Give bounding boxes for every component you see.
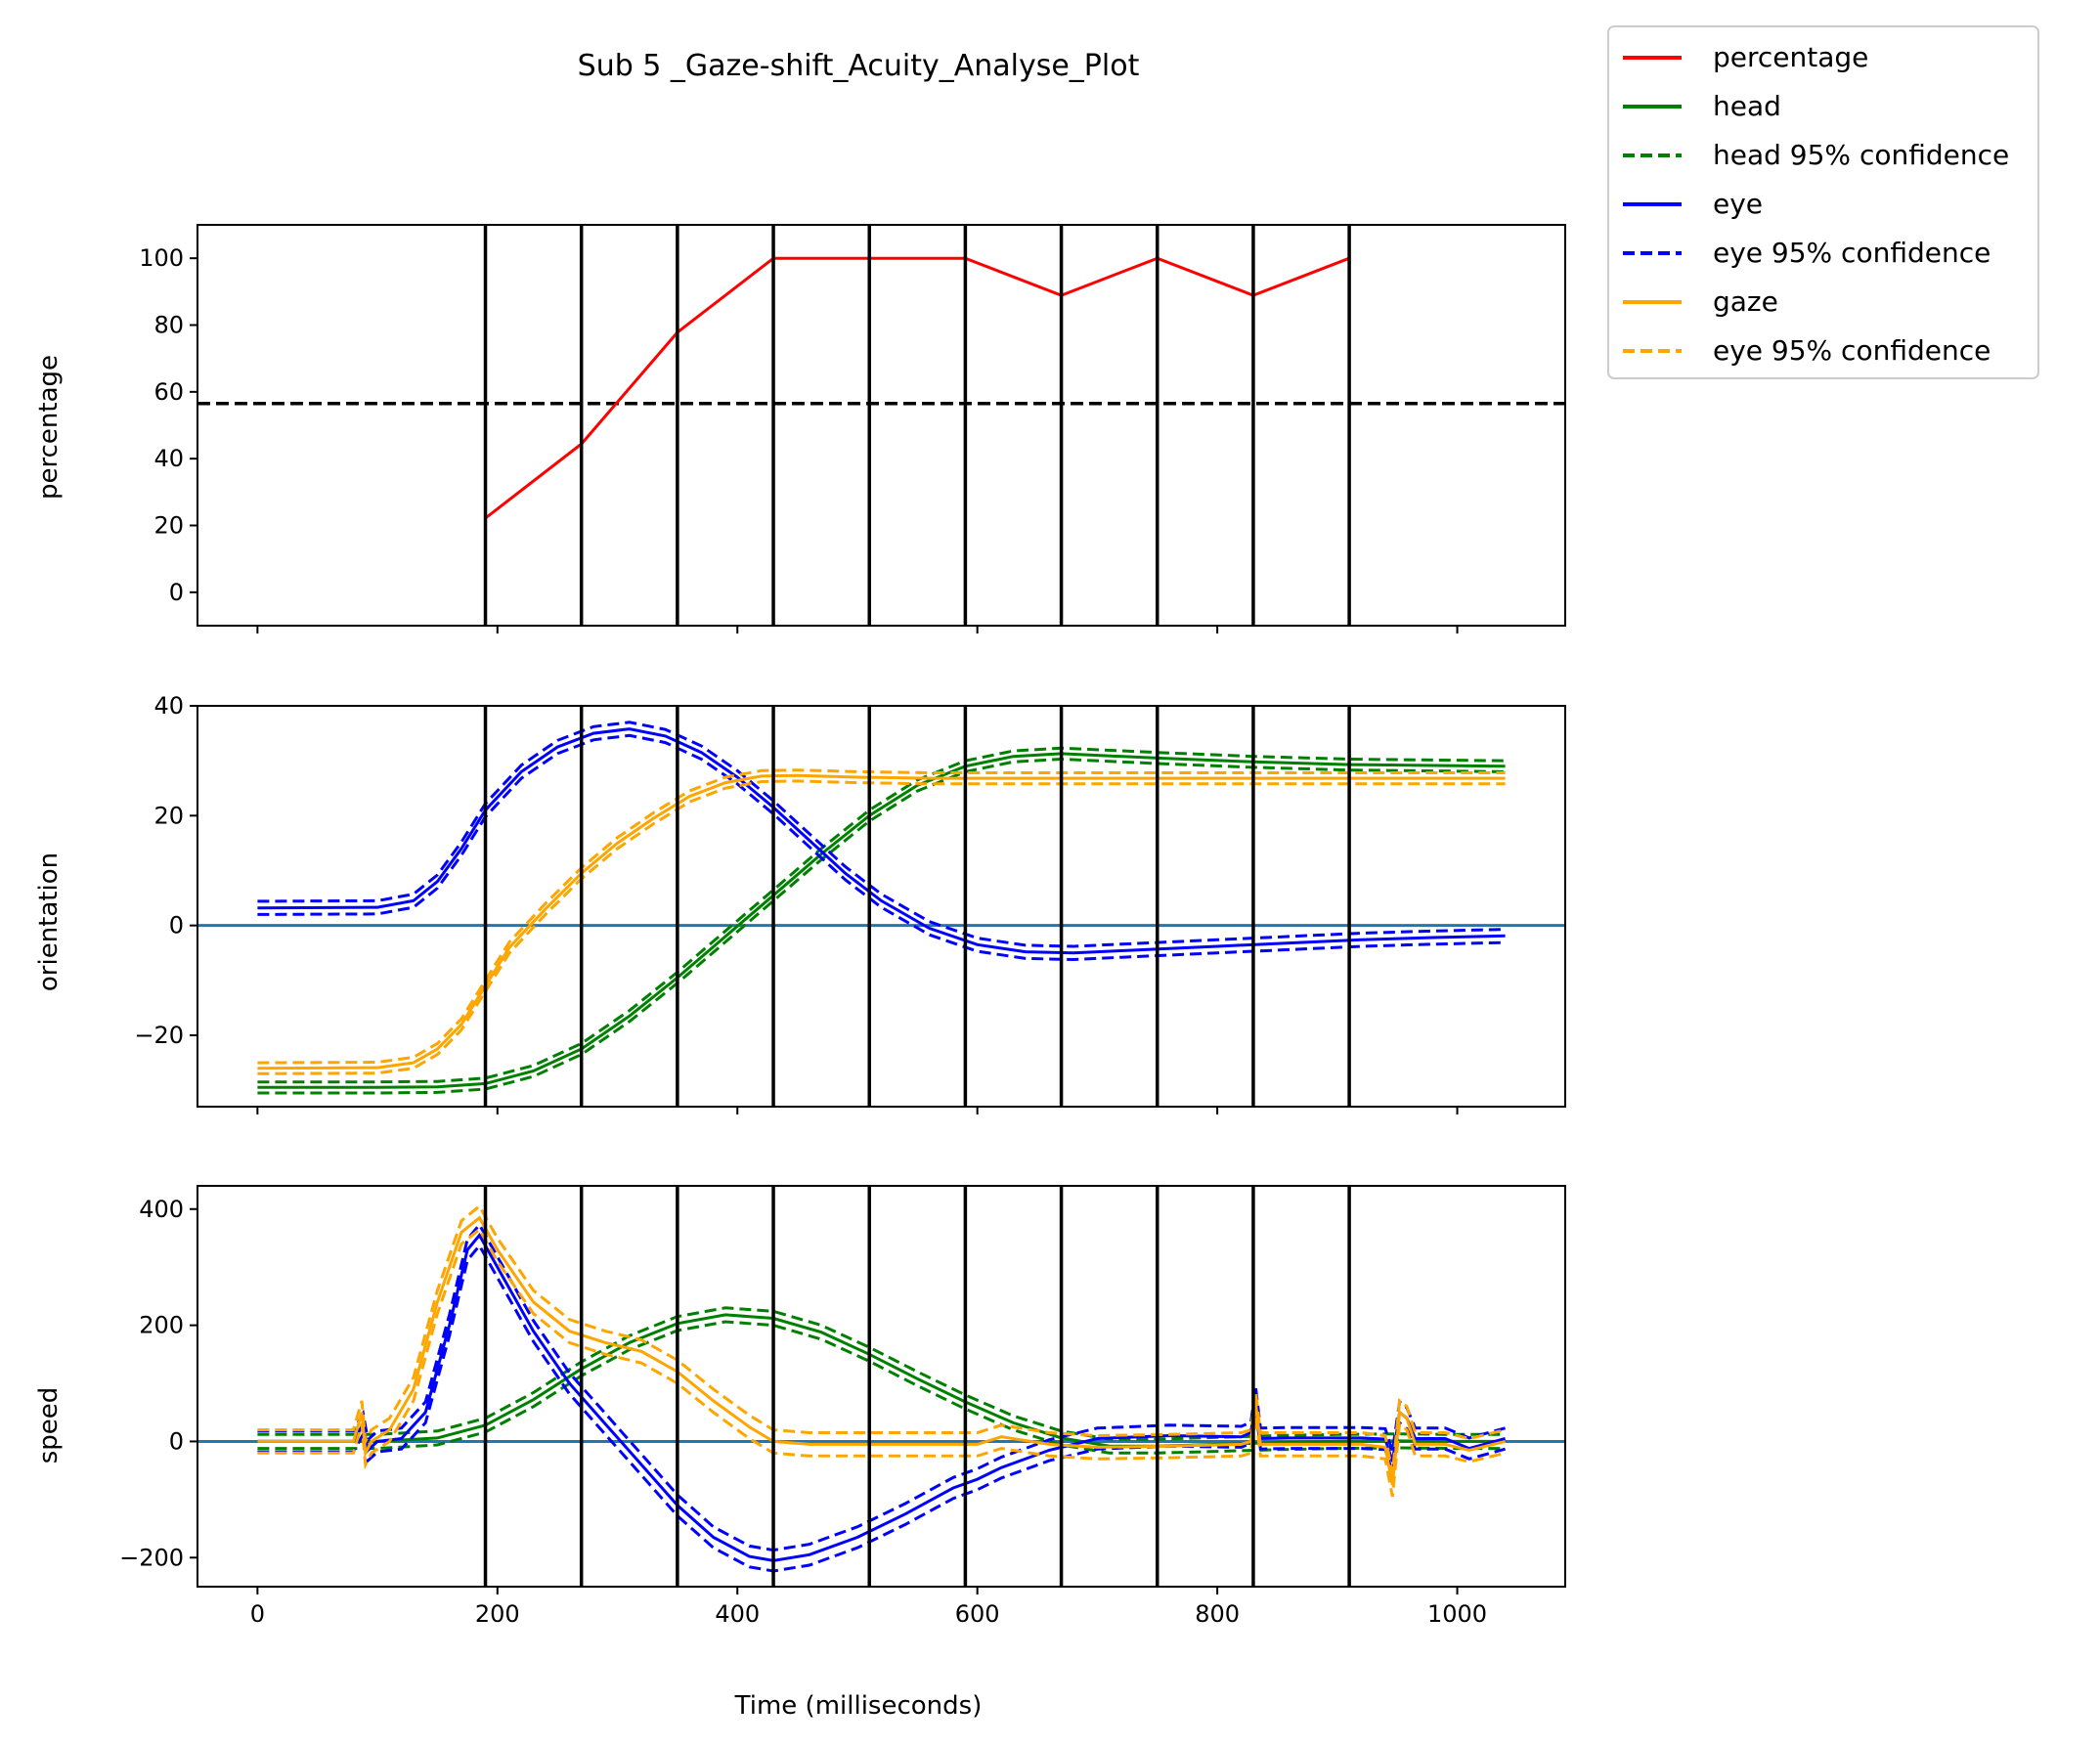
- ylabel-percentage: percentage: [34, 355, 64, 500]
- eye-line: [257, 1232, 1506, 1562]
- panel-percentage: percentage 0 20 40 60 80 100: [34, 224, 1566, 633]
- gaze-ci-lower: [257, 1227, 1506, 1498]
- legend-label: eye 95% confidence: [1713, 237, 1991, 269]
- y-tick-label: 100: [139, 244, 184, 272]
- legend: percentage head head 95% confidence eye eye …: [1607, 25, 2039, 379]
- plot-area: [197, 225, 1565, 626]
- gaze-line: [257, 1215, 1506, 1486]
- x-tick-label: 400: [715, 1600, 760, 1628]
- panel-speed: speed 0 200 400 600 800 1000 −200 0 200 400: [34, 1185, 1566, 1628]
- y-tick-label: 0: [169, 1427, 184, 1455]
- y-tick-label: 0: [169, 579, 184, 606]
- gaze-ci-upper: [257, 768, 1506, 1065]
- y-tick-label: 20: [153, 512, 184, 540]
- legend-label: gaze: [1713, 285, 1778, 318]
- y-tick-label: 0: [169, 912, 184, 939]
- x-tick-label: 600: [955, 1600, 1000, 1628]
- plot-area: [197, 706, 1565, 1107]
- axes-frame: [197, 224, 1566, 627]
- legend-label: eye 95% confidence: [1713, 334, 1991, 367]
- eye-ci-lower: [257, 733, 1506, 962]
- head-ci-upper: [257, 746, 1506, 1084]
- y-tick-label: 60: [153, 378, 184, 406]
- gaze-line: [257, 773, 1506, 1070]
- head-ci-upper: [257, 1306, 1506, 1441]
- x-tick-label: 800: [1195, 1600, 1240, 1628]
- plot-area: [197, 1186, 1565, 1587]
- axes-frame: [197, 705, 1566, 1108]
- y-tick-label: 40: [153, 445, 184, 472]
- ylabel-speed: speed: [34, 1387, 64, 1464]
- head-line: [257, 752, 1506, 1089]
- legend-label: percentage: [1713, 41, 1868, 73]
- axes-frame: [197, 1185, 1566, 1588]
- y-tick-label: 20: [153, 802, 184, 829]
- eye-ci-upper: [257, 721, 1506, 948]
- x-tick-label: 1000: [1427, 1600, 1487, 1628]
- gaze-ci-lower: [257, 779, 1506, 1075]
- y-tick-label: −200: [119, 1544, 184, 1571]
- percentage-line: [484, 256, 1350, 520]
- eye-line: [257, 727, 1506, 955]
- y-tick-label: −20: [134, 1022, 184, 1049]
- panel-orientation: orientation −20 0 20 40: [34, 692, 1566, 1114]
- head-ci-lower: [257, 757, 1506, 1095]
- x-tick-label: 0: [250, 1600, 265, 1628]
- y-tick-label: 200: [139, 1312, 184, 1339]
- y-tick-label: 400: [139, 1196, 184, 1223]
- gaze-ci-upper: [257, 1203, 1506, 1474]
- legend-label: head: [1713, 90, 1781, 122]
- ylabel-orientation: orientation: [34, 852, 64, 991]
- chart-title: Sub 5 _Gaze-shift_Acuity_Analyse_Plot: [578, 49, 1140, 83]
- head-ci-lower: [257, 1320, 1506, 1455]
- xlabel: Time (milliseconds): [734, 1691, 983, 1721]
- head-line: [257, 1313, 1506, 1448]
- legend-label: head 95% confidence: [1713, 139, 2009, 171]
- legend-frame: [1607, 25, 2039, 379]
- x-tick-label: 200: [475, 1600, 520, 1628]
- y-tick-label: 40: [153, 692, 184, 720]
- y-tick-label: 80: [153, 312, 184, 339]
- eye-ci-upper: [257, 1222, 1506, 1552]
- legend-label: eye: [1713, 188, 1763, 220]
